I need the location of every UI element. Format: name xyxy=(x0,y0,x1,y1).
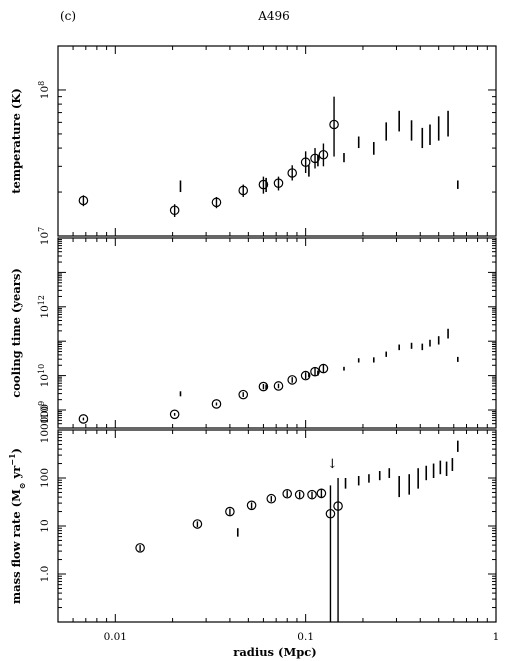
panel-label: (c) xyxy=(60,9,76,23)
x-axis-label: radius (Mpc) xyxy=(233,645,316,659)
data-point xyxy=(273,178,284,188)
data-point xyxy=(325,508,336,519)
y-tick-exponent: 8 xyxy=(37,81,46,86)
y-axis-label: mass flow rate (M⊙ yr−1) xyxy=(7,448,27,604)
plot-frame xyxy=(57,429,497,623)
y-axis-label: temperature (K) xyxy=(9,88,23,194)
panel-middle: 10 9 1010 1012 100 cooling time (years) xyxy=(9,237,497,429)
chart-title: A496 xyxy=(257,9,290,23)
data-point xyxy=(78,414,89,424)
x-tick-label: 0.01 xyxy=(104,631,127,643)
data-point xyxy=(238,185,249,196)
data-point xyxy=(282,488,293,499)
y-tick-label: 10 xyxy=(39,519,51,532)
data-point xyxy=(266,493,277,504)
y-tick-exponent: 12 xyxy=(37,295,46,305)
data-point xyxy=(225,506,235,517)
data-point xyxy=(316,488,327,499)
data-point xyxy=(300,157,311,168)
x-tick-label: 0.1 xyxy=(297,631,314,643)
data-point xyxy=(238,389,249,400)
data-point xyxy=(211,399,222,409)
data-point xyxy=(78,195,89,206)
panel-top: 107 108 temperature (K) xyxy=(9,45,497,245)
y-tick-label: 1000 xyxy=(39,417,51,444)
y-extra-label: 100 xyxy=(39,404,51,424)
panel-bottom: 1.0 10 100 1000 mass flow rate (M⊙ yr−1) ↓ xyxy=(7,417,497,623)
data-point xyxy=(192,519,203,529)
annotation-arrow: ↓ xyxy=(327,457,338,472)
data-point xyxy=(135,543,145,553)
y-tick-label: 1012 xyxy=(37,295,52,319)
y-tick-label: 1.0 xyxy=(39,566,51,583)
data-point xyxy=(318,149,329,160)
y-axis-label-sup: −1 xyxy=(7,453,17,465)
y-tick-exponent: 7 xyxy=(37,227,46,232)
data-point xyxy=(333,501,343,511)
data-point xyxy=(310,366,320,377)
data-point xyxy=(258,179,269,190)
data-point xyxy=(318,363,329,374)
y-axis-label: cooling time (years) xyxy=(9,268,23,398)
data-point xyxy=(169,205,180,216)
y-tick-exponent: 10 xyxy=(37,364,46,374)
y-axis-label-sub: ⊙ xyxy=(17,482,27,489)
y-tick-label: 108 xyxy=(37,81,52,99)
y-axis-label-unit: yr xyxy=(9,465,23,483)
plot-frame xyxy=(57,237,497,429)
data-point xyxy=(329,119,339,130)
data-point xyxy=(258,381,269,392)
y-tick-label: 1010 xyxy=(37,364,52,388)
data-point xyxy=(307,489,317,500)
y-axis-label-end: ) xyxy=(9,448,23,453)
data-point xyxy=(169,409,180,420)
data-point xyxy=(211,197,222,208)
y-tick-label: 100 xyxy=(39,468,51,488)
data-point xyxy=(273,381,284,391)
data-point xyxy=(294,489,305,500)
data-point xyxy=(246,500,257,511)
y-tick-label: 107 xyxy=(37,227,52,245)
plot-frame xyxy=(57,45,497,237)
data-point xyxy=(287,168,298,178)
data-point xyxy=(300,370,311,381)
data-point xyxy=(287,375,298,385)
data-point xyxy=(310,153,320,164)
y-tick-exponent: 9 xyxy=(37,401,46,406)
x-tick-label: 1 xyxy=(493,631,500,643)
